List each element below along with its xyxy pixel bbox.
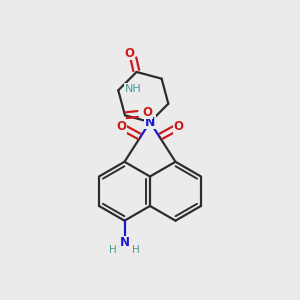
Text: O: O (174, 120, 184, 133)
Text: N: N (145, 116, 155, 128)
Text: NH: NH (125, 84, 142, 94)
Text: O: O (142, 106, 152, 119)
Text: H: H (110, 244, 117, 254)
Text: H: H (132, 244, 140, 254)
Text: N: N (120, 236, 130, 249)
Text: O: O (124, 46, 134, 60)
Text: O: O (116, 120, 126, 133)
